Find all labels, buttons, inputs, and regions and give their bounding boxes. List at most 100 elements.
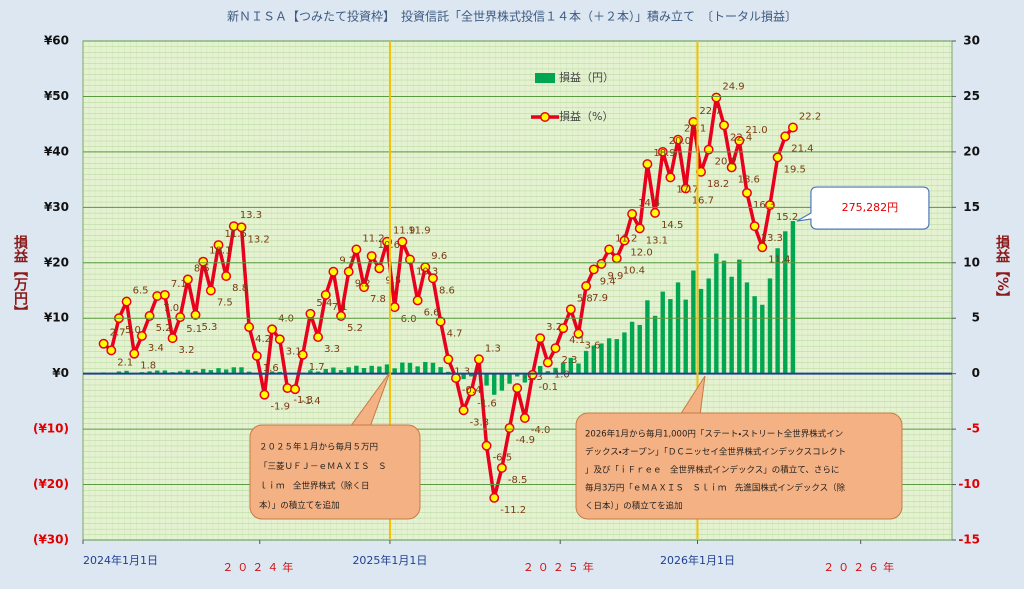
line-marker — [182, 274, 193, 285]
bar — [469, 373, 474, 377]
data-label: 3.2 — [179, 345, 195, 356]
bar — [629, 321, 635, 374]
bar — [269, 371, 275, 374]
line-marker — [581, 281, 592, 292]
y2-axis-title: 損益【%】 — [994, 234, 1011, 305]
line-marker — [297, 349, 308, 360]
legend-swatch — [535, 73, 555, 83]
line-marker — [719, 120, 729, 131]
line-marker — [144, 311, 155, 321]
bar — [239, 367, 244, 374]
data-label: -3.3 — [470, 417, 490, 428]
data-label: 18.9 — [653, 148, 675, 159]
y-tick-label: ¥20 — [44, 255, 69, 269]
line-marker — [251, 350, 262, 361]
line-marker — [121, 296, 132, 307]
data-label: 7.0 — [163, 303, 179, 314]
bar — [124, 370, 129, 374]
data-label: 2.3 — [562, 355, 578, 366]
line-marker — [703, 144, 714, 155]
bar — [668, 299, 673, 374]
line-marker — [596, 258, 607, 269]
data-label: 15.2 — [776, 212, 798, 223]
data-label: -6.5 — [493, 453, 513, 464]
data-label: 8.8 — [232, 283, 248, 294]
bar — [377, 366, 382, 374]
data-label: 4.0 — [278, 313, 294, 324]
bar — [223, 369, 229, 374]
y-axis-title: 損益【万円】 — [12, 234, 29, 319]
annotation-text: く日本）」の積立てを追加 — [585, 501, 683, 512]
line-marker — [711, 92, 722, 103]
line-marker — [374, 263, 385, 274]
line-marker — [98, 338, 109, 349]
x-tick-label: 2025年1月1日 — [352, 553, 427, 567]
line-marker — [190, 309, 201, 320]
data-label: 13.2 — [247, 234, 269, 245]
y-tick-label: (¥20) — [33, 477, 69, 491]
bar — [323, 369, 328, 374]
annotation-text: 「三菱ＵＦＪ－ｅＭＡＸＩＳ Ｓ — [259, 461, 387, 472]
bar — [683, 299, 688, 374]
bar — [637, 324, 642, 374]
bar — [645, 300, 650, 374]
bar — [361, 368, 367, 374]
line-marker — [542, 357, 553, 368]
data-label: -1.9 — [270, 402, 290, 413]
bar — [714, 253, 719, 374]
data-label: 11.6 — [225, 229, 247, 240]
data-label: 7.9 — [592, 293, 608, 304]
data-label: 5.2 — [347, 323, 363, 334]
line-marker — [328, 266, 339, 277]
bar — [576, 363, 581, 374]
bar — [737, 259, 742, 374]
data-label: 9.6 — [431, 251, 447, 262]
line-marker — [313, 332, 324, 343]
y-tick-label: ¥40 — [44, 144, 69, 158]
line-marker — [129, 348, 140, 359]
bar — [423, 361, 428, 374]
line-marker — [742, 187, 752, 198]
line-marker — [290, 384, 301, 395]
line-marker — [159, 289, 170, 300]
x-tick-label: ２０２４年 — [222, 560, 297, 574]
data-label: 20.2 — [715, 157, 737, 168]
line-marker — [343, 266, 354, 277]
legend-label: 損益（円） — [559, 70, 614, 84]
data-label: 1.7 — [309, 362, 325, 373]
data-label: 6.0 — [401, 314, 417, 325]
data-label: 9.2 — [339, 256, 355, 267]
bar — [155, 370, 160, 374]
line-marker — [443, 354, 454, 365]
bar — [660, 291, 665, 374]
data-label: -0.4 — [462, 385, 482, 396]
line-marker — [642, 159, 653, 170]
line-marker — [305, 308, 316, 319]
data-label: -1.4 — [301, 396, 321, 407]
line-marker — [680, 183, 691, 194]
data-label: 5.2 — [156, 323, 172, 334]
line-marker — [627, 209, 638, 219]
callout-box — [796, 186, 930, 230]
line-marker — [650, 207, 661, 218]
legend-marker — [540, 112, 550, 122]
data-label: 12.0 — [630, 248, 652, 259]
line-marker — [665, 172, 676, 183]
x-tick-label: 2026年1月1日 — [660, 553, 735, 567]
line-marker — [175, 312, 186, 323]
bar — [790, 221, 796, 374]
line-marker — [359, 282, 369, 293]
data-label: 7.1 — [332, 302, 348, 313]
bar — [775, 248, 780, 374]
bar — [614, 339, 619, 374]
line-marker — [205, 285, 216, 296]
bar — [652, 315, 658, 374]
bar — [698, 288, 704, 374]
y2-tick-label: 5 — [972, 311, 980, 325]
y-tick-label: ¥0 — [52, 366, 69, 380]
data-label: 6.6 — [424, 307, 440, 318]
data-label: 9.9 — [607, 271, 623, 282]
bar — [606, 338, 612, 374]
data-label: 5.0 — [125, 325, 141, 336]
